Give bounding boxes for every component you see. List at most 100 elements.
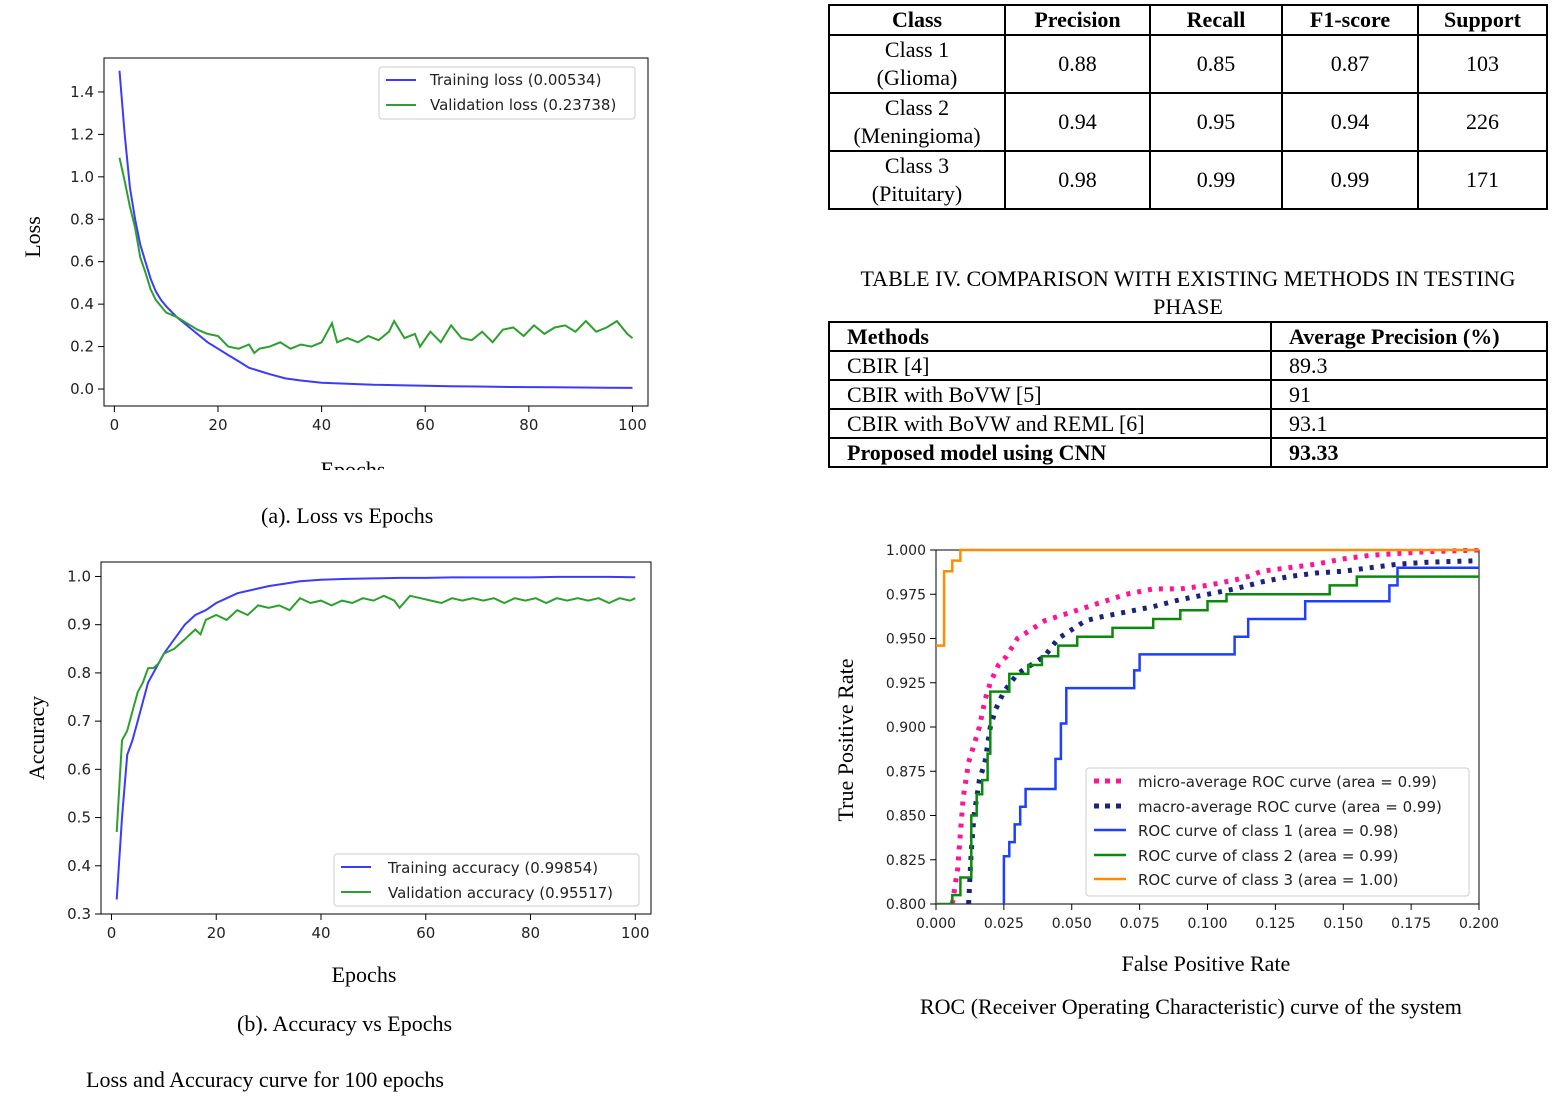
roc-legend: micro-average ROC curve (area = 0.99) ma…	[1085, 767, 1470, 897]
accuracy-xlabel: Epochs	[332, 962, 397, 987]
class-subname: (Meningioma)	[853, 123, 981, 148]
metrics-row: Class 2 (Meningioma) 0.94 0.95 0.94 226	[828, 92, 1548, 152]
recall-cell: 0.85	[1149, 34, 1283, 94]
avg-precision-cell: 93.33	[1270, 437, 1548, 468]
accuracy-ytick-label: 0.6	[67, 760, 91, 778]
roc-xtick-label: 0.000	[916, 916, 956, 932]
accuracy-legend-label-validation: Validation accuracy (0.95517)	[388, 884, 613, 902]
left-figure-caption: Loss and Accuracy curve for 100 epochs	[86, 1067, 444, 1092]
comparison-table: Methods Average Precision (%) CBIR [4] 8…	[828, 321, 1548, 468]
loss-ytick-label: 1.2	[70, 125, 94, 143]
roc-ytick-label: 0.850	[886, 809, 926, 825]
roc-legend-label-macro: macro-average ROC curve (area = 0.99)	[1138, 798, 1442, 816]
metrics-class-cell: Class 3 (Pituitary)	[828, 150, 1006, 210]
roc-legend-label-micro: micro-average ROC curve (area = 0.99)	[1138, 773, 1437, 791]
loss-ytick-label: 0.2	[70, 338, 94, 356]
accuracy-xtick-label: 60	[416, 924, 435, 942]
class-name: Class 3	[884, 153, 950, 178]
accuracy-ticks: 0 20 40 60 80 100 0.3 0.4 0.5 0.6 0.7 0.8 0.9 1.0	[67, 567, 649, 942]
roc-xtick-label: 0.100	[1187, 916, 1227, 932]
roc-xtick-label: 0.075	[1120, 916, 1160, 932]
loss-xtick-label: 60	[416, 416, 435, 434]
roc-ylabel: True Positive Rate	[833, 659, 858, 822]
accuracy-xtick-label: 80	[521, 924, 540, 942]
class-subname: (Pituitary)	[871, 181, 963, 206]
method-cell: Proposed model using CNN	[828, 437, 1272, 468]
roc-ytick-label: 1.000	[886, 543, 926, 559]
loss-ytick-label: 0.0	[70, 380, 94, 398]
roc-ytick-label: 0.975	[886, 587, 926, 603]
loss-xlabel: Epochs	[321, 457, 386, 470]
roc-ytick-label: 0.825	[886, 853, 926, 869]
support-cell: 171	[1417, 150, 1548, 210]
class-name: Class 2	[884, 95, 950, 120]
precision-cell: 0.94	[1004, 92, 1151, 152]
precision-cell: 0.88	[1004, 34, 1151, 94]
roc-ytick-label: 0.925	[886, 676, 926, 692]
avg-precision-cell: 93.1	[1270, 408, 1548, 439]
loss-xtick-label: 40	[312, 416, 331, 434]
accuracy-xtick-label: 20	[207, 924, 226, 942]
accuracy-legend-label-training: Training accuracy (0.99854)	[387, 859, 598, 877]
roc-series-line-5	[936, 548, 1479, 647]
comparison-row: CBIR [4] 89.3	[828, 350, 1548, 381]
method-cell: CBIR [4]	[828, 350, 1272, 381]
metrics-class-cell: Class 2 (Meningioma)	[828, 92, 1006, 152]
comparison-row-proposed: Proposed model using CNN 93.33	[828, 437, 1548, 468]
roc-series-line-3	[1002, 566, 1479, 904]
roc-xtick-label: 0.050	[1052, 916, 1092, 932]
accuracy-xtick-label: 0	[107, 924, 117, 942]
roc-legend-label-class1: ROC curve of class 1 (area = 0.98)	[1138, 822, 1398, 840]
roc-ytick-label: 0.950	[886, 632, 926, 648]
comparison-row: CBIR with BoVW [5] 91	[828, 379, 1548, 410]
loss-ylabel: Loss	[20, 216, 45, 258]
avg-precision-cell: 91	[1270, 379, 1548, 410]
roc-ytick-label: 0.800	[886, 897, 926, 913]
loss-ytick-label: 1.0	[70, 168, 94, 186]
roc-series-line-2	[966, 558, 1479, 904]
support-cell: 103	[1417, 34, 1548, 94]
loss-legend-label-validation: Validation loss (0.23738)	[430, 96, 616, 114]
roc-xlabel: False Positive Rate	[1122, 951, 1291, 976]
f1-cell: 0.99	[1281, 150, 1419, 210]
loss-chart: 0 20 40 60 80 100 0.0 0.2 0.4 0.6 0.8 1.0 1.2 1.4 Tra…	[20, 57, 649, 470]
accuracy-ytick-label: 0.8	[67, 664, 91, 682]
accuracy-ylabel: Accuracy	[24, 696, 49, 780]
roc-ytick-label: 0.875	[886, 764, 926, 780]
accuracy-legend: Training accuracy (0.99854) Validation a…	[333, 853, 640, 907]
metrics-row: Class 3 (Pituitary) 0.98 0.99 0.99 171	[828, 150, 1548, 210]
accuracy-caption: (b). Accuracy vs Epochs	[237, 1011, 453, 1036]
method-cell: CBIR with BoVW and REML [6]	[828, 408, 1272, 439]
roc-chart: 0.000 0.025 0.050 0.075 0.100 0.125 0.150 0.175…	[833, 543, 1499, 976]
loss-legend: Training loss (0.00534) Validation loss …	[378, 66, 636, 120]
roc-legend-box	[1085, 767, 1470, 897]
roc-lines	[936, 548, 1479, 904]
accuracy-series-line-1	[115, 575, 636, 900]
accuracy-lines	[115, 575, 636, 900]
support-cell: 226	[1417, 92, 1548, 152]
roc-caption: ROC (Receiver Operating Characteristic) …	[920, 994, 1462, 1019]
roc-series-line-4	[936, 575, 1479, 904]
accuracy-ytick-label: 0.4	[67, 857, 91, 875]
class-subname: (Glioma)	[876, 65, 958, 90]
loss-caption: (a). Loss vs Epochs	[261, 503, 434, 528]
loss-legend-label-training: Training loss (0.00534)	[429, 71, 601, 89]
comparison-header-avg-precision: Average Precision (%)	[1270, 321, 1548, 352]
accuracy-legend-box	[333, 853, 640, 907]
method-cell: CBIR with BoVW [5]	[828, 379, 1272, 410]
precision-cell: 0.98	[1004, 150, 1151, 210]
comparison-table-caption: TABLE IV. COMPARISON WITH EXISTING METHO…	[860, 266, 1516, 319]
metrics-header-f1: F1-score	[1281, 4, 1419, 36]
accuracy-xtick-label: 40	[311, 924, 330, 942]
accuracy-xtick-label: 100	[621, 924, 650, 942]
loss-ytick-label: 0.6	[70, 253, 94, 271]
recall-cell: 0.99	[1149, 150, 1283, 210]
roc-legend-label-class2: ROC curve of class 2 (area = 0.99)	[1138, 847, 1398, 865]
comparison-header-methods: Methods	[828, 321, 1272, 352]
roc-xtick-label: 0.200	[1459, 916, 1499, 932]
loss-series-line-1	[118, 70, 633, 389]
roc-xtick-label: 0.025	[984, 916, 1024, 932]
loss-legend-box	[378, 66, 636, 120]
metrics-header-row: Class Precision Recall F1-score Support	[828, 4, 1548, 36]
roc-ytick-label: 0.900	[886, 720, 926, 736]
